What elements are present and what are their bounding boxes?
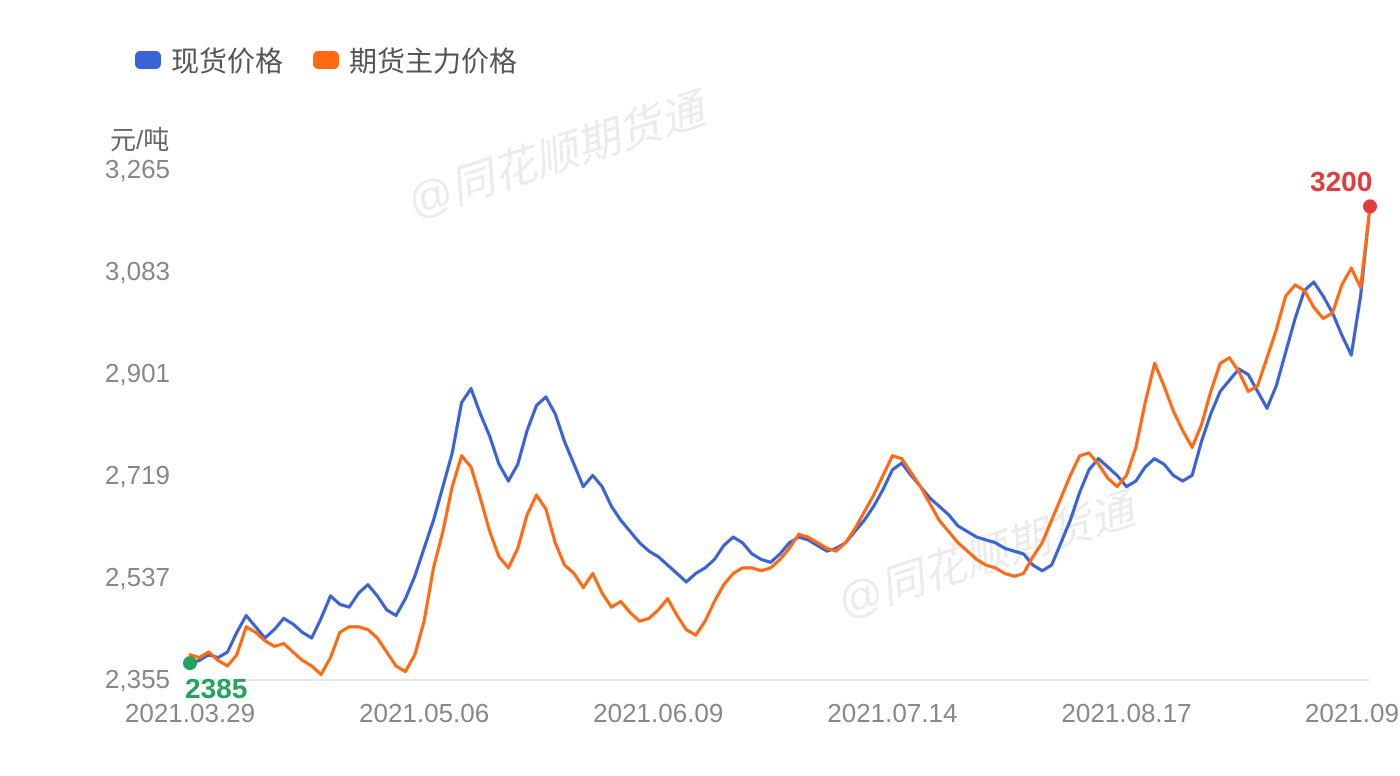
price-chart [0,0,1400,776]
start-value-label: 2385 [185,673,247,705]
end-value-label: 3200 [1310,166,1372,198]
